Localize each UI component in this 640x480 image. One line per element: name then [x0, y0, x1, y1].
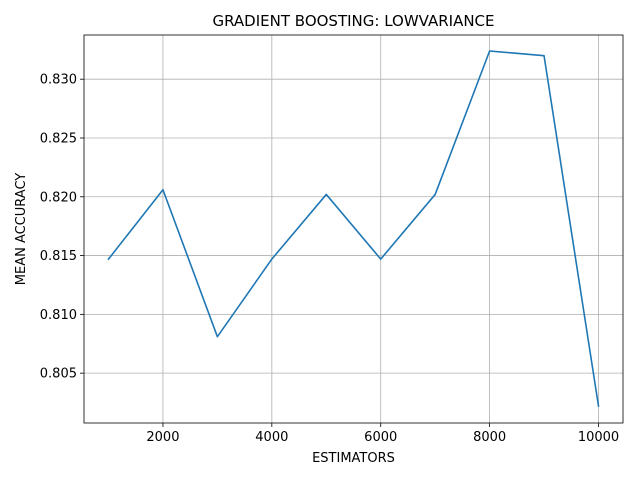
series-line: [107, 50, 600, 407]
y-tick-label: 0.815: [40, 249, 77, 264]
x-tick-label: 10000: [578, 430, 619, 445]
grid-lines: [84, 35, 623, 423]
plot-frame: [83, 34, 624, 424]
x-tick-label: 8000: [473, 430, 506, 445]
y-axis-title: MEAN ACCURACY: [14, 173, 29, 286]
x-axis-title: ESTIMATORS: [312, 451, 395, 466]
y-tick-label: 0.825: [40, 131, 77, 146]
series-lines: [107, 50, 600, 407]
y-tick-label: 0.820: [40, 190, 77, 205]
axis-ticks: 2000 4000 6000 8000 10000 0.805 0.810 0.815 0.82…: [40, 73, 619, 445]
y-tick-label: 0.810: [40, 308, 77, 323]
y-tick-label: 0.830: [40, 73, 77, 88]
x-tick-label: 2000: [146, 430, 179, 445]
y-tick-label: 0.805: [40, 367, 77, 382]
x-tick-label: 4000: [255, 430, 288, 445]
chart-title: GRADIENT BOOSTING: LOWVARIANCE: [212, 12, 494, 30]
x-tick-label: 6000: [364, 430, 397, 445]
